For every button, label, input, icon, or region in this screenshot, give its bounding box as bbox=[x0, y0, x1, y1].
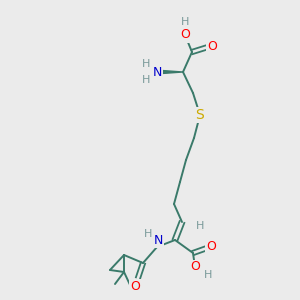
Text: H: H bbox=[181, 17, 189, 27]
Text: S: S bbox=[196, 108, 204, 122]
Text: O: O bbox=[207, 40, 217, 53]
Text: O: O bbox=[180, 28, 190, 41]
Polygon shape bbox=[162, 70, 183, 74]
Text: H: H bbox=[142, 75, 150, 85]
Text: H: H bbox=[204, 270, 212, 280]
Text: O: O bbox=[130, 280, 140, 292]
Text: O: O bbox=[190, 260, 200, 274]
Text: H: H bbox=[142, 59, 150, 69]
Text: H: H bbox=[196, 221, 204, 231]
Text: N: N bbox=[152, 65, 162, 79]
Text: H: H bbox=[144, 229, 152, 239]
Text: O: O bbox=[206, 241, 216, 254]
Text: N: N bbox=[153, 233, 163, 247]
